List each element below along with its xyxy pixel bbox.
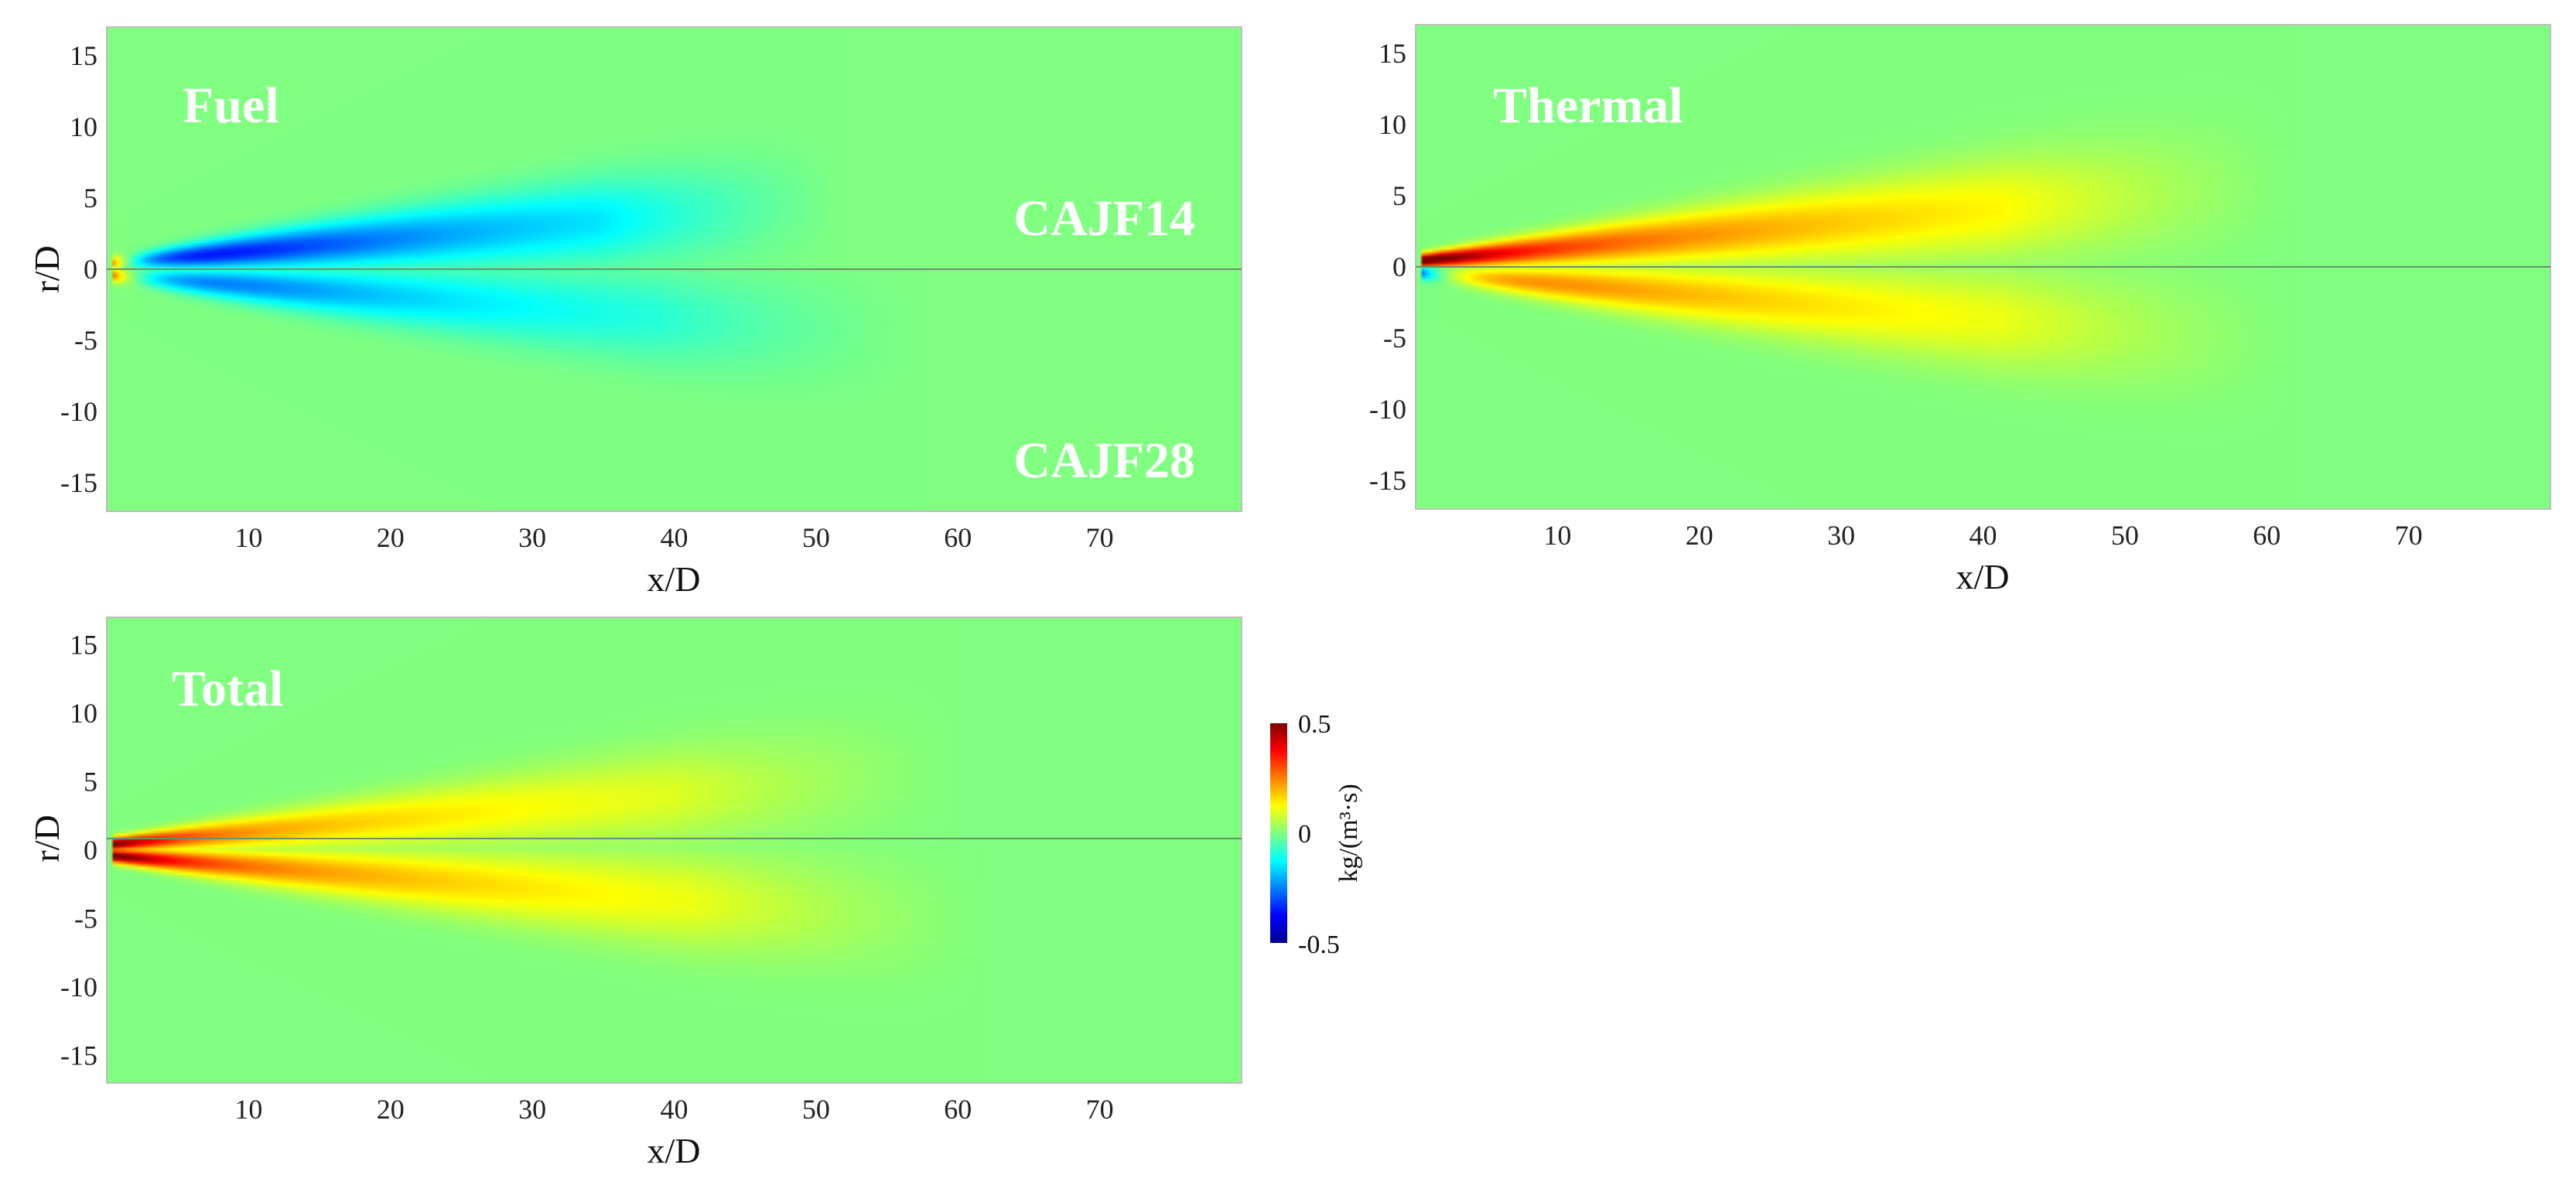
fuel-panel-title: Fuel xyxy=(183,77,279,134)
thermal-y-ticks: 15 10 5 0 -5 -10 -15 xyxy=(1369,38,1406,496)
thermal-panel-title: Thermal xyxy=(1493,77,1683,134)
colorbar-min-label: -0.5 xyxy=(1298,931,1340,959)
total-y-ticks: 15 10 5 0 -5 -10 -15 xyxy=(60,629,97,1071)
x-tick-label: 70 xyxy=(1086,1094,1114,1125)
colorbar-gradient xyxy=(1270,723,1287,943)
x-tick-label: 20 xyxy=(377,522,405,553)
y-tick-label: -15 xyxy=(1369,465,1406,496)
fuel-y-axis-label: r/D xyxy=(27,245,67,292)
colorbar-mid-label: 0 xyxy=(1298,820,1311,849)
y-tick-label: 15 xyxy=(70,629,97,660)
x-tick-label: 40 xyxy=(1970,520,1997,551)
y-tick-label: -10 xyxy=(1369,394,1406,425)
panel-fuel: Fuel CAJF14 CAJF28 10 20 30 40 50 60 70 151050… xyxy=(27,26,1242,599)
y-tick-label: 10 xyxy=(70,111,97,142)
total-panel-title: Total xyxy=(172,661,283,717)
x-tick-label: 10 xyxy=(234,522,262,553)
y-tick-label: -10 xyxy=(60,972,97,1003)
fuel-x-axis-label: x/D xyxy=(647,559,701,599)
y-tick-label: 0 xyxy=(84,254,97,285)
y-tick-label: 15 xyxy=(70,40,97,71)
total-contour-map xyxy=(107,617,1242,1083)
y-tick-label: -10 xyxy=(60,396,97,427)
total-axes-frame xyxy=(106,617,1242,1084)
thermal-x-axis-label: x/D xyxy=(1956,557,2010,596)
fuel-y-ticks: 15 10 5 0 -5 -10 -15 xyxy=(60,40,97,498)
thermal-x-ticks: 10 20 30 40 50 60 70 xyxy=(1543,520,2422,551)
y-tick-label: -15 xyxy=(60,1040,97,1071)
colorbar: 0.5 0 -0.5 kg/(m³·s) xyxy=(1270,710,1363,959)
y-tick-label: 10 xyxy=(70,698,97,729)
x-tick-label: 30 xyxy=(1827,520,1855,551)
total-x-axis-label: x/D xyxy=(647,1131,701,1170)
x-tick-label: 70 xyxy=(2395,520,2423,551)
x-tick-label: 10 xyxy=(234,1094,262,1125)
x-tick-label: 50 xyxy=(802,1094,830,1125)
x-tick-label: 10 xyxy=(1543,520,1571,551)
x-tick-label: 30 xyxy=(518,1094,546,1125)
y-tick-label: 5 xyxy=(1392,180,1406,211)
x-tick-label: 60 xyxy=(2253,520,2280,551)
fuel-x-ticks: 10 20 30 40 50 60 70 xyxy=(234,522,1113,553)
y-tick-label: 15 xyxy=(1379,38,1406,69)
y-tick-label: 0 xyxy=(84,835,97,866)
x-tick-label: 40 xyxy=(661,522,688,553)
x-tick-label: 50 xyxy=(802,522,830,553)
case-label-cajf28: CAJF28 xyxy=(1013,432,1195,489)
colorbar-units-label: kg/(m³·s) xyxy=(1334,784,1363,882)
y-tick-label: 10 xyxy=(1379,109,1406,140)
total-x-ticks: 10 20 30 40 50 60 70 xyxy=(234,1094,1113,1125)
y-tick-label: 0 xyxy=(1392,251,1406,282)
x-tick-label: 20 xyxy=(377,1094,405,1125)
x-tick-label: 50 xyxy=(2111,520,2139,551)
y-tick-label: -15 xyxy=(60,467,97,498)
y-tick-label: 5 xyxy=(84,766,97,797)
y-tick-label: -5 xyxy=(74,325,97,356)
x-tick-label: 30 xyxy=(518,522,546,553)
x-tick-label: 70 xyxy=(1086,522,1114,553)
x-tick-label: 20 xyxy=(1686,520,1713,551)
y-tick-label: -5 xyxy=(1383,323,1406,354)
x-tick-label: 60 xyxy=(944,522,972,553)
x-tick-label: 40 xyxy=(661,1094,688,1125)
y-tick-label: 5 xyxy=(84,183,97,213)
case-label-cajf14: CAJF14 xyxy=(1013,190,1195,247)
total-y-axis-label: r/D xyxy=(27,815,67,862)
colorbar-max-label: 0.5 xyxy=(1298,710,1331,739)
y-tick-label: -5 xyxy=(74,904,97,934)
x-tick-label: 60 xyxy=(944,1094,972,1125)
